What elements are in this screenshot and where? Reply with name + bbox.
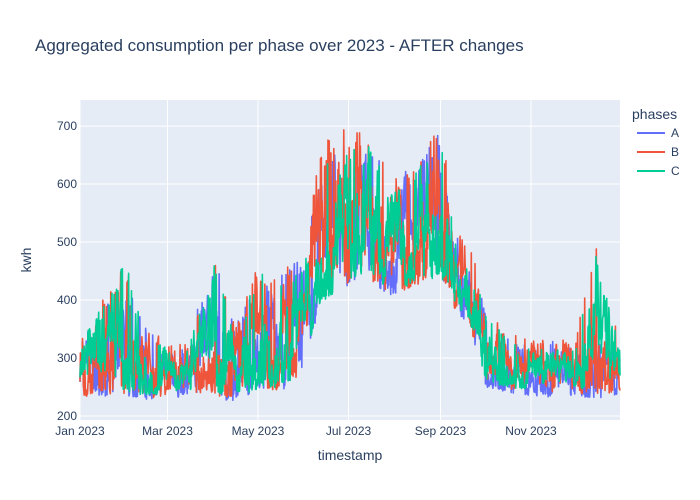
x-tick-label: Mar 2023: [142, 424, 193, 438]
legend-label-B[interactable]: B: [671, 145, 679, 159]
y-tick-label: 400: [57, 293, 77, 307]
y-tick-label: 600: [57, 177, 77, 191]
legend: phases ABC: [632, 106, 680, 178]
y-tick-label: 200: [57, 409, 77, 423]
x-tick-label: Jul 2023: [326, 424, 372, 438]
x-tick-label: Sep 2023: [415, 424, 467, 438]
traces: [79, 129, 621, 402]
legend-label-C[interactable]: C: [671, 164, 680, 178]
x-axis-ticks: Jan 2023 Mar 2023 May 2023 Jul 2023 Sep 2023…: [55, 424, 557, 438]
y-axis-ticks: 200 300 400 500 600 700: [57, 119, 77, 423]
y-tick-label: 700: [57, 119, 77, 133]
y-tick-label: 500: [57, 235, 77, 249]
chart-title: Aggregated consumption per phase over 20…: [35, 36, 524, 55]
x-tick-label: Jan 2023: [55, 424, 105, 438]
y-axis-title: kwh: [18, 248, 34, 273]
legend-title: phases: [632, 106, 677, 122]
y-tick-label: 300: [57, 351, 77, 365]
series-line-C: [79, 146, 621, 396]
legend-label-A[interactable]: A: [671, 126, 679, 140]
x-axis-title: timestamp: [318, 447, 383, 463]
x-tick-label: Nov 2023: [505, 424, 557, 438]
x-tick-label: May 2023: [232, 424, 285, 438]
